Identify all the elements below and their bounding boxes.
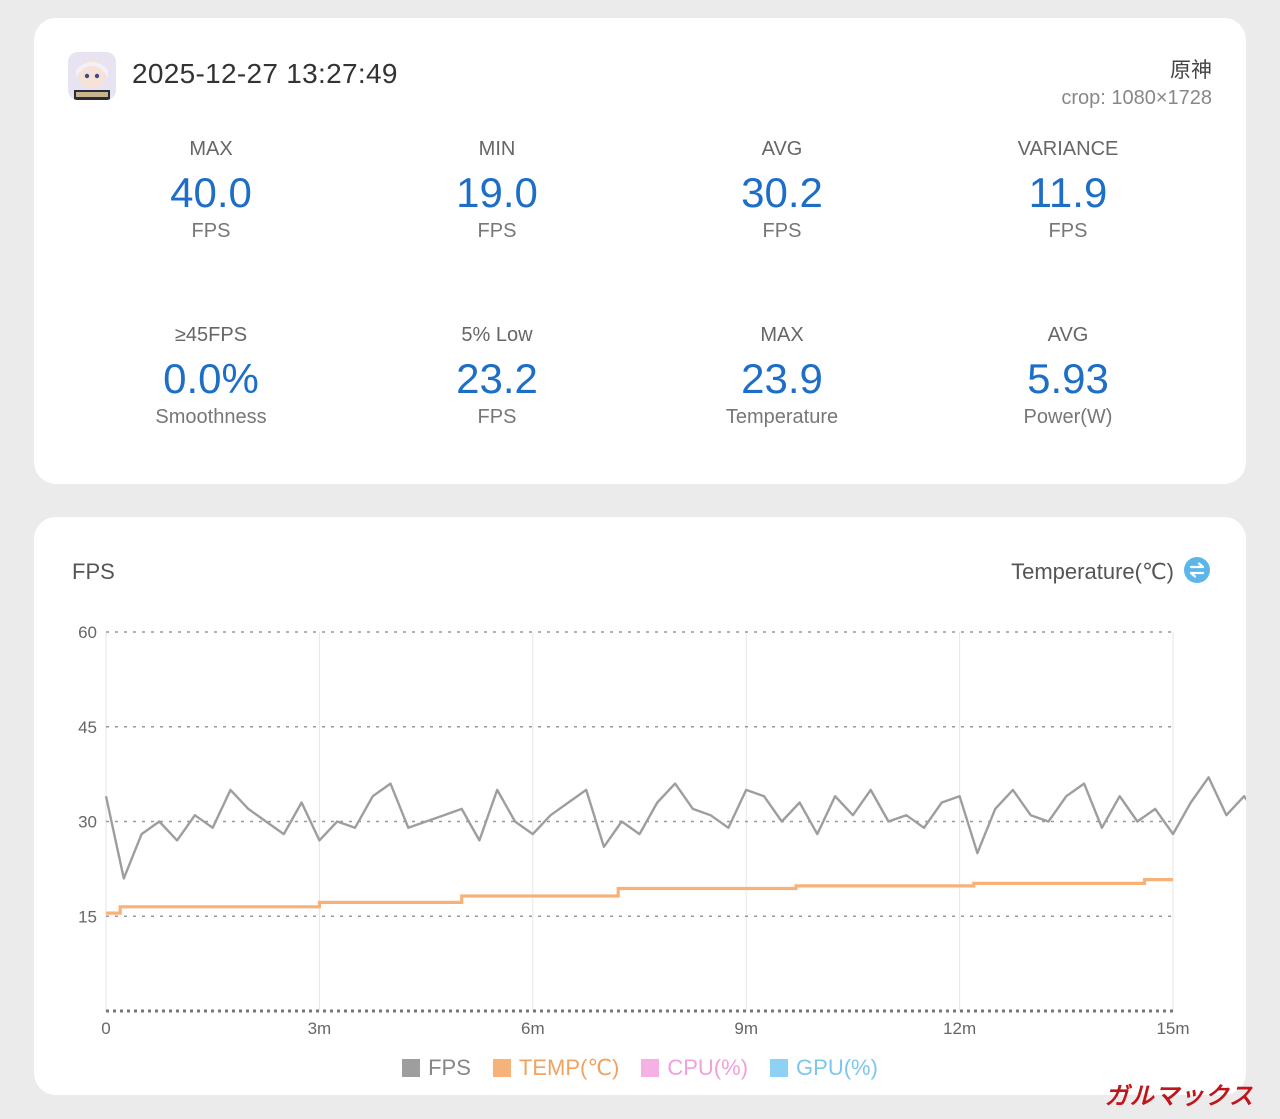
stat-label: AVG [761, 138, 803, 160]
stat-label: VARIANCE [1017, 138, 1119, 160]
temperature-series-line [106, 878, 1173, 915]
chart-card: FPS Temperature(℃) 0 3m 6m 9m 12m 15m 15 30 45 60… [34, 517, 1246, 1095]
legend-swatch [402, 1059, 421, 1077]
stat-max-fps: MAX 40.0 FPS [91, 138, 331, 243]
x-tick-label: 9m [734, 1019, 758, 1038]
stat-label: 5% Low [461, 324, 533, 346]
legend-swatch [641, 1059, 660, 1077]
fps-line-chart: 0 3m 6m 9m 12m 15m 15 30 45 60 [78, 623, 1246, 1038]
y-tick-label: 45 [78, 718, 97, 737]
crop-resolution: crop: 1080×1728 [1061, 87, 1212, 109]
stat-value: 5.93 [1027, 355, 1109, 402]
stat-unit: FPS [477, 406, 517, 428]
legend-label: CPU(%) [667, 1055, 749, 1080]
stat-avg-power: AVG 5.93 Power(W) [948, 324, 1188, 429]
swap-icon[interactable] [1184, 557, 1210, 583]
game-avatar-icon [68, 52, 116, 100]
stat-max-temperature: MAX 23.9 Temperature [662, 324, 902, 429]
y-tick-label: 60 [78, 623, 97, 642]
x-tick-label: 3m [308, 1019, 332, 1038]
stat-label: MAX [189, 138, 233, 160]
stat-value: 23.2 [456, 355, 538, 402]
stat-unit: Power(W) [1023, 406, 1113, 428]
stat-unit: FPS [762, 220, 802, 242]
stat-label: MIN [478, 138, 516, 160]
stat-label: ≥45FPS [174, 324, 248, 346]
stat-label: MAX [760, 324, 804, 346]
summary-card: 2025-12-27 13:27:49 原神 crop: 1080×1728 M… [34, 18, 1246, 484]
stat-value: 23.9 [741, 355, 823, 402]
stat-avg-fps: AVG 30.2 FPS [662, 138, 902, 243]
legend-item-cpu[interactable]: CPU(%) [641, 1055, 748, 1081]
stat-variance: VARIANCE 11.9 FPS [948, 138, 1188, 243]
x-tick-label: 0 [101, 1019, 110, 1038]
y-tick-label: 15 [78, 907, 97, 926]
stat-value: 40.0 [170, 169, 252, 216]
stat-smoothness: ≥45FPS 0.0% Smoothness [91, 324, 331, 429]
chart-left-title: FPS [72, 559, 115, 584]
legend-label: GPU(%) [796, 1055, 878, 1080]
x-tick-label: 6m [521, 1019, 545, 1038]
stat-unit: FPS [191, 220, 231, 242]
legend-item-gpu[interactable]: GPU(%) [770, 1055, 878, 1081]
chart-legend: FPS TEMP(℃) CPU(%) GPU(%) [34, 1055, 1246, 1081]
legend-label: TEMP(℃) [518, 1055, 620, 1080]
chart-right-title[interactable]: Temperature(℃) [1011, 559, 1174, 584]
legend-label: FPS [428, 1055, 471, 1080]
watermark-logo: ガルマックス [1104, 1083, 1254, 1110]
stat-value: 11.9 [1028, 169, 1108, 216]
stat-value: 0.0% [163, 355, 259, 402]
stat-value: 19.0 [456, 169, 538, 216]
legend-swatch [492, 1059, 511, 1077]
legend-swatch [770, 1059, 789, 1077]
stat-unit: FPS [477, 220, 517, 242]
fps-series-line [104, 776, 1246, 880]
x-tick-label: 15m [1156, 1019, 1189, 1038]
stat-min-fps: MIN 19.0 FPS [377, 138, 617, 243]
stat-value: 30.2 [741, 169, 823, 216]
stat-unit: Smoothness [155, 406, 267, 428]
game-name: 原神 [1170, 59, 1212, 82]
stat-5pct-low: 5% Low 23.2 FPS [377, 324, 617, 429]
x-tick-label: 12m [943, 1019, 976, 1038]
stat-unit: Temperature [725, 406, 839, 428]
legend-item-temp[interactable]: TEMP(℃) [492, 1055, 620, 1081]
y-tick-label: 30 [78, 813, 97, 832]
legend-item-fps[interactable]: FPS [402, 1055, 471, 1081]
stat-unit: FPS [1048, 220, 1088, 242]
stat-label: AVG [1047, 324, 1089, 346]
session-timestamp: 2025-12-27 13:27:49 [132, 58, 398, 89]
